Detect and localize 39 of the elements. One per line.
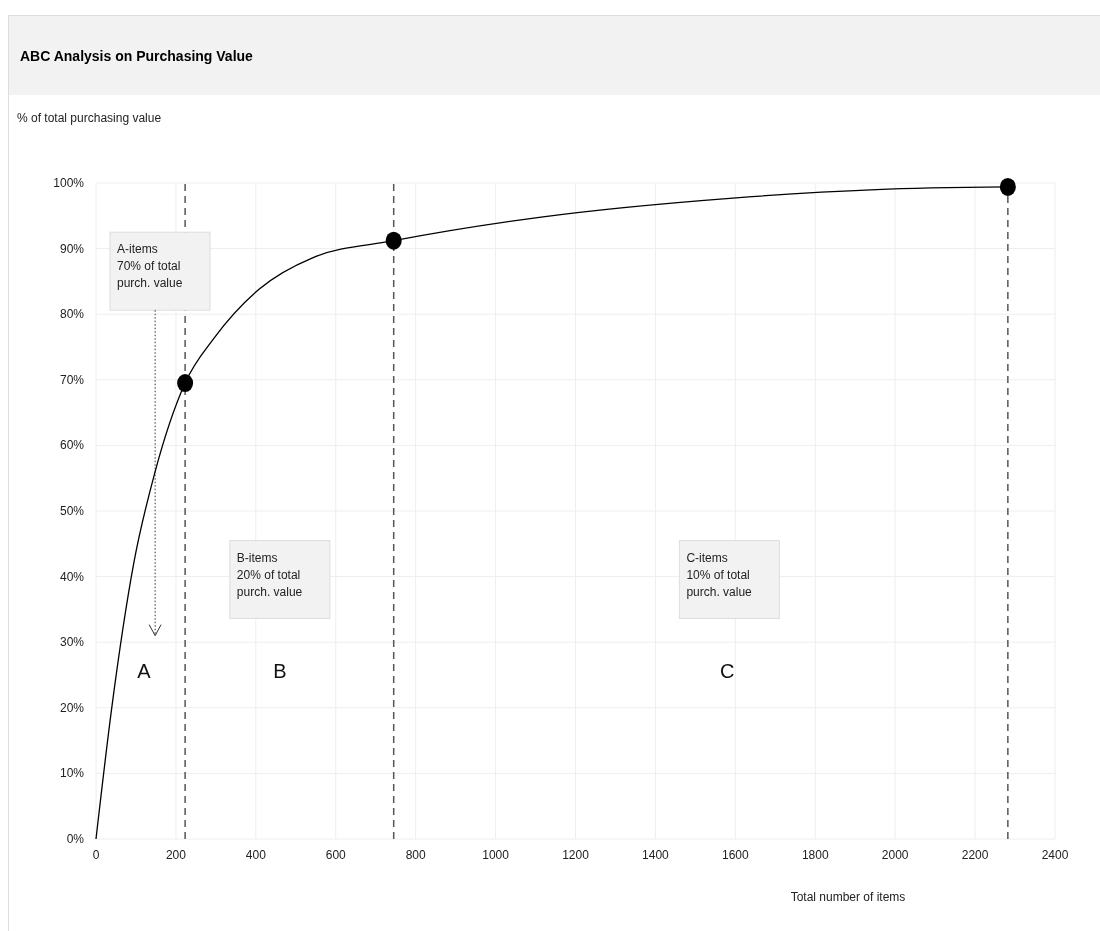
y-tick-label: 10%: [59, 766, 85, 781]
point: [999, 177, 1016, 196]
y-axis-title: % of total purchasing value: [17, 111, 162, 125]
y-tick-label: 100%: [53, 176, 85, 190]
note-box: B-items 20% of total purch. value: [229, 540, 331, 619]
x-tick-label: 200: [165, 848, 187, 862]
annotation: A-items 70% of total purch. value: [116, 242, 183, 291]
y-tick-label: 80%: [59, 307, 85, 322]
x-tick-label: 1000: [482, 848, 510, 862]
y-tick-label: 20%: [59, 700, 85, 715]
annotation: C: [720, 660, 735, 683]
x-tick-label: 1400: [642, 848, 670, 862]
y-tick-label: 0%: [66, 832, 85, 846]
x-tick-label: 0: [92, 848, 100, 862]
point: [177, 374, 194, 393]
annotation: C-items 10% of total purch. value: [686, 550, 753, 599]
x-tick-label: 2000: [881, 848, 909, 862]
x-tick-label: 1600: [721, 848, 749, 862]
x-tick-label: 600: [325, 848, 347, 862]
note-box: C-items 10% of total purch. value: [678, 540, 780, 619]
chart-title: ABC Analysis on Purchasing Value: [20, 48, 254, 64]
y-tick-label: 60%: [59, 438, 85, 453]
y-tick-label: 30%: [59, 635, 85, 650]
y-tick-label: 40%: [59, 569, 85, 584]
x-tick-label: 1200: [562, 848, 590, 862]
x-tick-label: 2400: [1041, 848, 1069, 862]
y-tick-label: 90%: [59, 241, 85, 256]
annotation: B-items 20% of total purch. value: [236, 550, 303, 599]
y-tick-label: 50%: [59, 504, 85, 518]
x-tick-label: 1800: [801, 848, 829, 862]
annotation: A: [137, 660, 152, 683]
annotation: B: [273, 660, 287, 683]
x-tick-label: 400: [245, 848, 267, 862]
x-tick-label: 2200: [961, 848, 989, 862]
x-axis-title: Total number of items: [790, 890, 906, 904]
note-box: A-items 70% of total purch. value: [109, 231, 211, 311]
y-tick-label: 70%: [59, 372, 85, 387]
point: [385, 231, 402, 250]
x-tick-label: 800: [405, 848, 426, 862]
